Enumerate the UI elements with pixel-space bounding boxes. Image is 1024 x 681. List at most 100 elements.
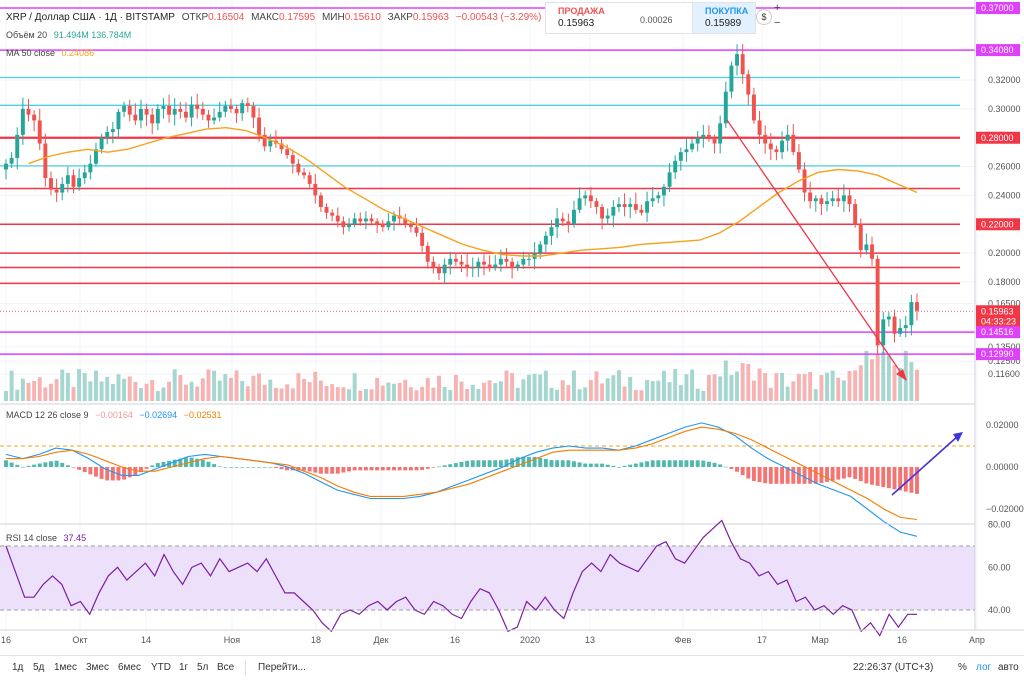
timeframe-6m[interactable]: 6мес	[118, 662, 141, 673]
auto-toggle[interactable]: авто	[998, 662, 1019, 673]
volume-bar	[155, 390, 160, 401]
candle-body	[403, 218, 408, 225]
macd-hist-bar	[915, 467, 919, 494]
macd-hist-bar	[785, 467, 790, 484]
macd-tick-label: −0.02000	[986, 504, 1024, 514]
candle-body	[189, 104, 194, 118]
candle-body	[228, 106, 233, 109]
volume-bar	[318, 380, 323, 401]
candle-body	[476, 261, 481, 268]
macd-hist-bar	[285, 467, 290, 471]
timeframe-1d[interactable]: 1д	[12, 662, 24, 673]
level-label-box	[976, 131, 1020, 144]
macd-hist-bar	[369, 467, 374, 471]
candle-body	[825, 201, 829, 205]
rsi-legend-value: 37.45	[63, 533, 87, 543]
macd-hist-bar	[847, 467, 852, 478]
macd-hist-bar	[735, 467, 740, 472]
macd-hist-bar	[144, 467, 149, 469]
log-toggle[interactable]: лог	[976, 662, 992, 673]
volume-bar	[60, 369, 65, 401]
volume-bar	[690, 369, 695, 401]
volume-bar	[425, 377, 430, 401]
timeframe-1m[interactable]: 1мес	[54, 662, 77, 673]
volume-bar	[543, 370, 548, 401]
macd-hist-bar	[302, 467, 307, 471]
macd-hist-bar	[465, 460, 470, 467]
macd-hist-bar	[60, 462, 65, 467]
timeframe-5d[interactable]: 5д	[33, 662, 45, 673]
candle-body	[740, 54, 745, 75]
macd-hist-bar	[515, 457, 520, 467]
candle-body	[751, 94, 756, 121]
candle-body	[633, 204, 638, 210]
candle-body	[780, 140, 785, 153]
macd-hist-bar	[858, 467, 863, 482]
price-chart[interactable]: 0.32000 0.30000 0.26000 0.24000 0.20000 0.180…	[0, 0, 1024, 655]
macd-hist-bar	[54, 460, 59, 467]
close-value: 0.15963	[412, 12, 449, 23]
volume-bar	[718, 376, 723, 401]
macd-hist-bar	[122, 467, 127, 480]
price-axis[interactable]: 0.32000 0.30000 0.26000 0.24000 0.20000 0.180…	[988, 75, 1021, 379]
macd-line-value: −0.02694	[139, 410, 178, 420]
volume-bar	[813, 389, 818, 401]
zoom-out-button[interactable]: −	[774, 17, 781, 29]
volume-bar	[780, 372, 785, 401]
macd-hist-bar	[763, 467, 768, 484]
volume-bars	[4, 350, 919, 401]
macd-signal-line	[6, 426, 918, 521]
candle-body	[572, 209, 576, 225]
trend-arrow-up[interactable]	[891, 435, 959, 496]
volume-bar	[183, 384, 188, 401]
low-label: МИН	[321, 12, 345, 23]
candle-body	[847, 195, 852, 205]
macd-hist-bar	[127, 467, 132, 478]
timeframe-all[interactable]: Все	[217, 662, 235, 673]
candle-body	[307, 175, 312, 184]
timeframe-3m[interactable]: 3мес	[86, 662, 109, 673]
sell-panel[interactable]: ПРОДАЖА 0.15963	[545, 2, 625, 34]
candle-body	[886, 316, 891, 320]
macd-hist-bar	[49, 461, 53, 467]
candle-body	[735, 54, 740, 66]
volume-bar	[234, 370, 239, 401]
macd-hist-bar	[853, 467, 858, 479]
macd-hist-bar	[273, 467, 278, 468]
high-label: МАКС	[251, 12, 279, 23]
candle-body	[785, 134, 790, 141]
candle-body	[386, 221, 391, 228]
volume-bar	[37, 377, 42, 401]
percent-toggle[interactable]: %	[958, 662, 967, 673]
candle-body	[26, 108, 31, 115]
candle-body	[712, 137, 717, 144]
macd-hist-bar	[611, 465, 616, 467]
volume-bar	[363, 389, 368, 401]
trend-arrow-down[interactable]	[726, 119, 905, 378]
volume-bar	[43, 387, 48, 401]
goto-date-button[interactable]: Перейти...	[258, 662, 306, 673]
zoom-in-button[interactable]: +	[774, 2, 781, 14]
volume-bar	[116, 374, 121, 401]
candle-body	[9, 157, 14, 164]
time-axis[interactable]: 16 Окт 14 Ноя 18 Дек 16 2020 13 Фев 17 Мар 16 Апр	[1, 635, 985, 645]
candle-body	[577, 198, 582, 210]
candle-body	[521, 258, 526, 265]
macd-hist-bar	[279, 467, 284, 470]
clock-display[interactable]: 22:26:37 (UTC+3)	[853, 662, 934, 673]
currency-button[interactable]: $	[756, 9, 772, 25]
volume-bar	[470, 384, 475, 401]
timeframe-ytd[interactable]: YTD	[151, 662, 171, 673]
volume-bar	[909, 362, 914, 401]
candle-body	[94, 149, 98, 164]
macd-hist-bar	[425, 467, 430, 469]
candle-body	[268, 140, 273, 147]
macd-hist-bar	[746, 467, 751, 479]
timeframe-1y[interactable]: 1г	[179, 662, 189, 673]
volume-bar	[577, 389, 582, 401]
timeframe-5y[interactable]: 5л	[197, 662, 209, 673]
candle-body	[425, 245, 430, 262]
buy-panel[interactable]: ПОКУПКА 0.15989	[692, 2, 756, 34]
candle-body	[99, 137, 104, 150]
volume-bar	[684, 374, 689, 401]
